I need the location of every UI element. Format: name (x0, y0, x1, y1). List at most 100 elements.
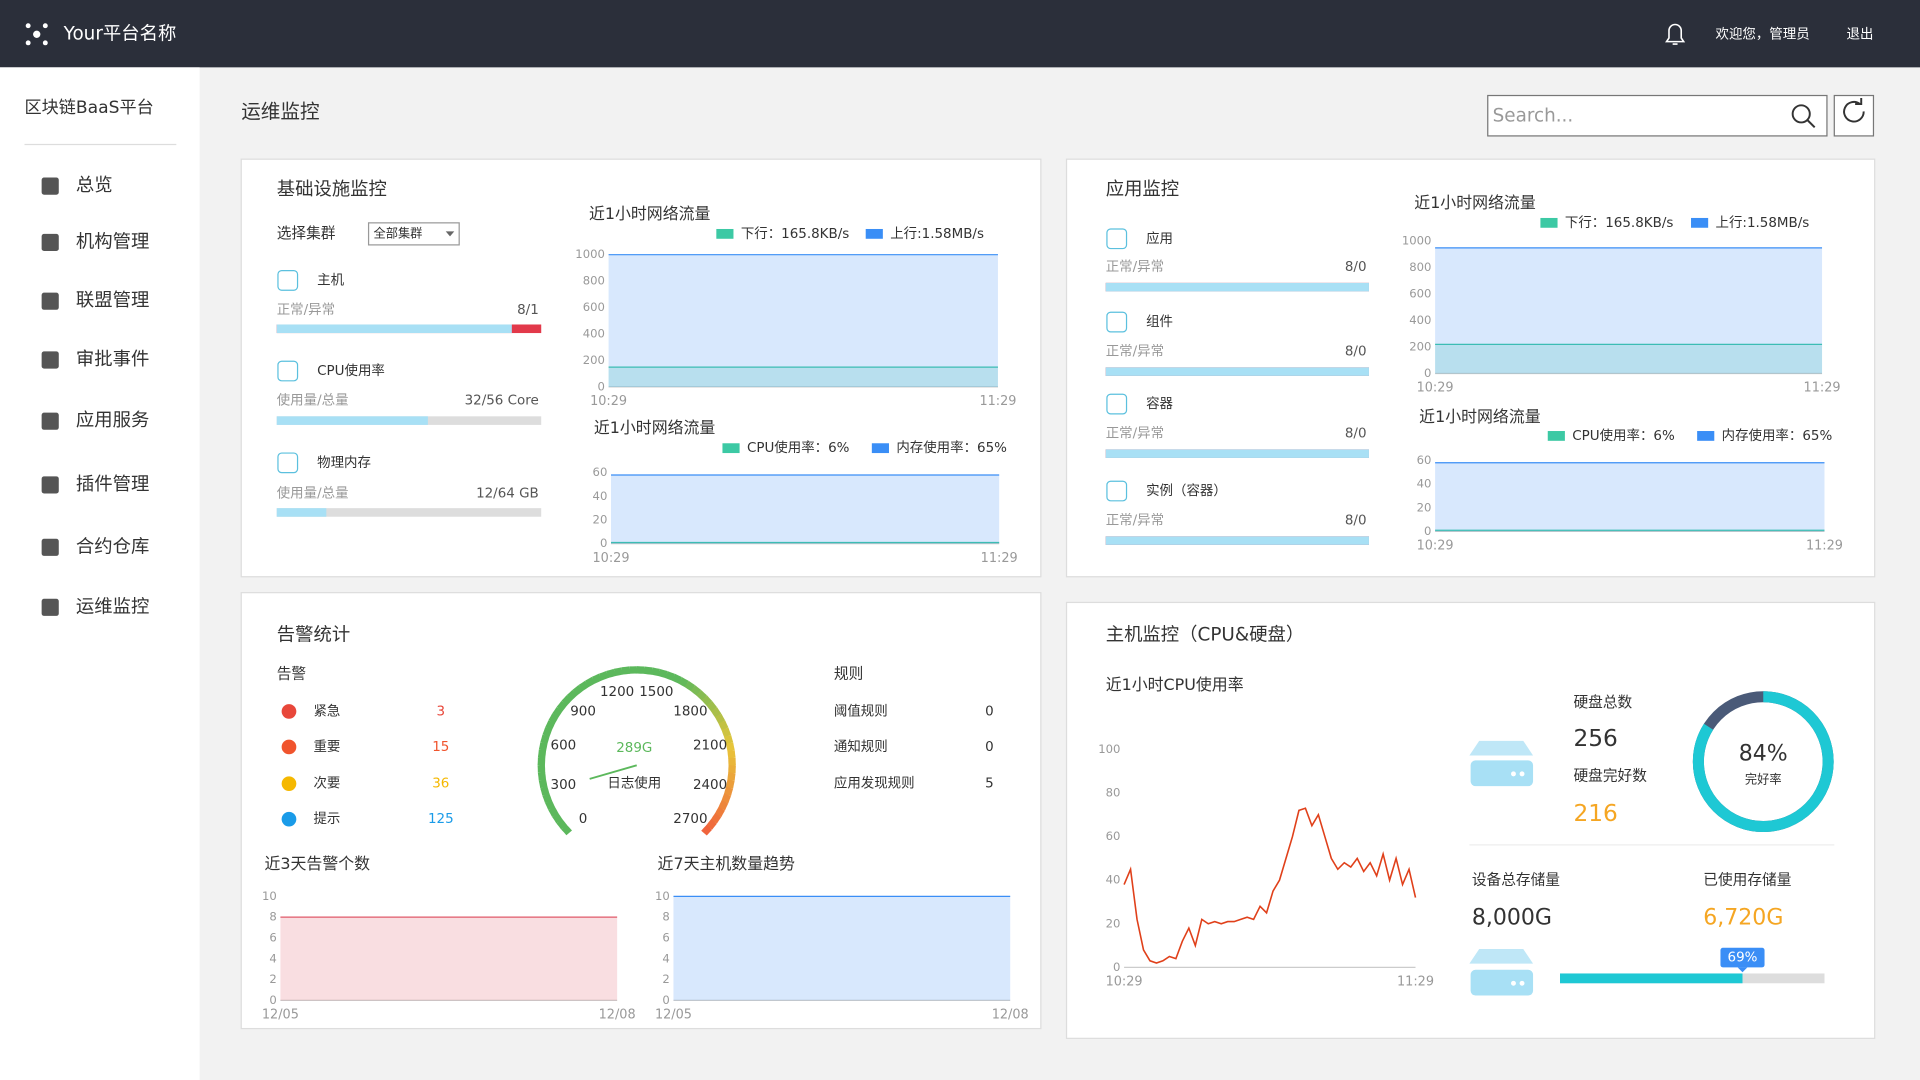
menu-icon (41, 476, 59, 494)
gauge-tick-label: 1800 (673, 705, 707, 720)
tooltip-label: 69% (1728, 951, 1758, 966)
rule-count: 5 (985, 777, 994, 792)
gauge-arc (650, 667, 660, 677)
menu-item: 联盟管理 (76, 290, 149, 311)
donut-value (1692, 691, 1834, 833)
storage-used: 6,720G (1703, 905, 1783, 930)
menu-icon (41, 292, 59, 310)
gauge-tick-label: 2400 (693, 778, 727, 793)
y-tick-label: 2 (662, 972, 669, 986)
gauge-arc (585, 676, 596, 688)
area (608, 254, 998, 387)
item-label: 正常/异常 (1106, 259, 1164, 275)
y-tick-label: 20 (1106, 916, 1121, 930)
area (611, 475, 1000, 544)
gauge-arc (613, 667, 624, 677)
y-tick-label: 1000 (575, 247, 605, 261)
bell-icon[interactable] (1665, 23, 1686, 45)
progress-bar (276, 508, 327, 517)
search-box[interactable] (1487, 94, 1828, 137)
y-tick-label: 8 (269, 910, 276, 924)
logo (25, 23, 48, 46)
y-tick-label: 80 (1106, 785, 1121, 799)
progress-bar (276, 324, 512, 334)
panel-title: 主机监控（CPU&硬盘） (1106, 625, 1305, 646)
y-tick-label: 0 (597, 379, 604, 393)
gauge-arc (540, 734, 550, 745)
legend-swatch (1697, 431, 1715, 441)
gauge-value: 289G (616, 741, 652, 756)
x-tick-label: 11:29 (1397, 975, 1434, 990)
y-tick-label: 200 (583, 353, 605, 367)
menu-item: 审批事件 (76, 349, 149, 370)
legend-swatch (722, 443, 740, 454)
gauge-tick-label: 2700 (673, 812, 707, 827)
level-count: 3 (437, 704, 446, 719)
legend-label: 下行：165.8KB/s (741, 226, 849, 242)
item-icon (1106, 480, 1128, 502)
disk-total: 256 (1573, 725, 1617, 752)
page-title: 运维监控 (241, 100, 319, 123)
disk-total-label: 硬盘总数 (1573, 693, 1632, 711)
gauge-tick-label: 2100 (693, 739, 727, 754)
disk-ok-label: 硬盘完好数 (1573, 766, 1647, 784)
item-icon (277, 270, 299, 291)
x-tick-label: 12/08 (992, 1008, 1029, 1023)
select-arrow (445, 231, 455, 237)
level-icon (281, 776, 297, 792)
gauge-tick-label: 600 (551, 739, 577, 754)
legend-label: 上行:1.58MB/s (1716, 215, 1810, 231)
storage-used-label: 已使用存储量 (1703, 871, 1791, 888)
line (1123, 807, 1417, 964)
gauge-arc (566, 689, 578, 701)
level-icon (281, 739, 297, 755)
legend-swatch (716, 228, 734, 239)
item-value: 32/56 Core (465, 393, 539, 408)
y-tick-label: 0 (662, 993, 669, 1007)
legend-label: 内存使用率：65% (1722, 427, 1833, 444)
panel-title: 应用监控 (1106, 179, 1179, 200)
chart-title: 近1小时CPU使用率 (1106, 675, 1244, 694)
gauge-arc (542, 727, 553, 738)
menu-item: 应用服务 (76, 410, 149, 431)
level-name: 提示 (313, 811, 340, 827)
rule-count: 0 (985, 704, 994, 719)
x-tick-label: 11:29 (1806, 539, 1843, 554)
y-tick-label: 600 (583, 300, 605, 314)
gauge-arc (556, 700, 568, 712)
gauge-arc (572, 685, 584, 696)
donut-name: 完好率 (1745, 772, 1782, 787)
y-tick-label: 400 (1409, 313, 1431, 327)
rule-name: 通知规则 (834, 738, 888, 755)
tooltip-arrow (1737, 967, 1748, 973)
refresh-button[interactable] (1833, 94, 1875, 137)
y-tick-label: 40 (1417, 477, 1432, 491)
legend-swatch (1547, 431, 1565, 441)
area (1435, 344, 1823, 374)
storage-total: 8,000G (1472, 905, 1552, 930)
progress-bar (1105, 367, 1369, 376)
logout[interactable]: 退出 (1847, 26, 1874, 42)
level-icon (281, 704, 297, 719)
item-label: 正常/异常 (1106, 512, 1164, 528)
gauge-arc (538, 742, 548, 752)
gauge-arc (714, 806, 725, 818)
cluster-select[interactable] (367, 222, 460, 246)
y-tick-label: 0 (1113, 960, 1120, 974)
cluster-label: 选择集群 (277, 225, 336, 242)
cluster-value: 全部集群 (373, 225, 422, 240)
menu-icon (41, 233, 59, 252)
gauge-arc (578, 680, 590, 692)
y-tick-label: 10 (655, 889, 670, 903)
alarm-subtitle: 告警 (277, 666, 307, 683)
item-icon (1106, 228, 1128, 250)
progress-bar (1105, 282, 1369, 292)
search-icon[interactable] (1791, 104, 1816, 129)
gauge-arc (556, 818, 568, 830)
x-tick-label: 10:29 (593, 551, 630, 566)
item-icon (1106, 393, 1128, 415)
gauge-arc (721, 793, 731, 804)
menu-icon (41, 412, 59, 430)
y-tick-label: 6 (269, 930, 276, 944)
